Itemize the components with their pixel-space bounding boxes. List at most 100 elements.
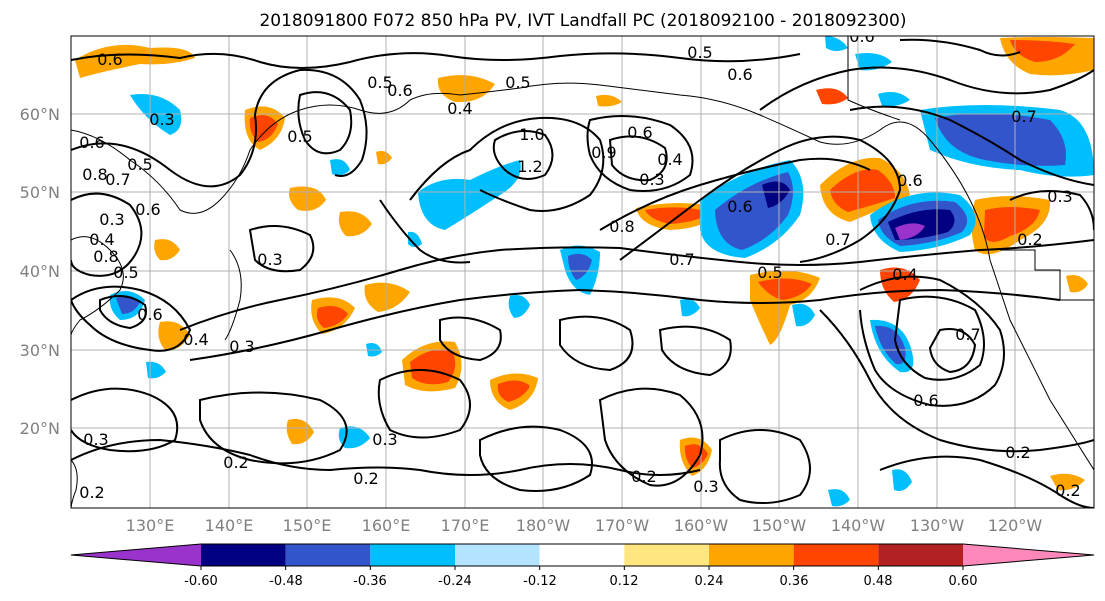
contour-label: 0.3 <box>639 170 664 189</box>
colorbar-tick-label: 0.48 <box>864 574 893 589</box>
negative-pv-region <box>892 469 912 491</box>
contour-label: 0.5 <box>757 263 782 282</box>
contour-label: 0.2 <box>353 469 378 488</box>
negative-pv-region <box>935 113 1066 166</box>
contour-label: 0.5 <box>367 73 392 92</box>
contour-label: 0.3 <box>257 250 282 269</box>
negative-pv-region <box>828 489 850 507</box>
contour-label: 0.3 <box>1047 187 1072 206</box>
colorbar-tick-label: -0.48 <box>269 574 303 589</box>
negative-pv-region <box>568 253 592 280</box>
map-frame <box>70 35 1095 509</box>
contour-label: 0.8 <box>82 165 107 184</box>
contour-label: 0.3 <box>149 110 174 129</box>
contour-label: 0.7 <box>669 250 694 269</box>
contour-label: 0.4 <box>447 99 472 118</box>
lon-label: 130°E <box>126 516 175 535</box>
contour-label: 0.6 <box>627 123 652 142</box>
contour-label: 0.5 <box>505 73 530 92</box>
contour-label: 0.3 <box>229 337 254 356</box>
colorbar-segment <box>539 544 625 566</box>
contour-label: 0.6 <box>913 391 938 410</box>
contour-label: 0.7 <box>825 230 850 249</box>
contour-label: 0.3 <box>99 210 124 229</box>
negative-pv-region <box>855 53 892 71</box>
map-panel: 0.6 0.3 0.6 0.8 0.5 0.7 0.4 0.8 0.6 0.5 … <box>70 35 1095 509</box>
contour-label: 0.5 <box>287 127 312 146</box>
latitude-axis: 60°N 50°N 40°N 30°N 20°N <box>20 105 60 438</box>
positive-pv-region <box>410 349 456 385</box>
contour-label: 0.3 <box>693 477 718 496</box>
negative-pv-region <box>330 159 350 176</box>
positive-pv-region <box>497 380 530 402</box>
colorbar-segment <box>793 544 879 566</box>
contour-label: 0.6 <box>97 50 122 69</box>
colorbar-tick-label: -0.24 <box>438 574 472 589</box>
contour-label: 0.3 <box>83 430 108 449</box>
negative-pv-region <box>875 325 906 365</box>
contour-label: 0.6 <box>135 200 160 219</box>
contour-label: 0.8 <box>93 247 118 266</box>
lon-label: 130°W <box>910 516 965 535</box>
contour-label: 1.0 <box>519 125 544 144</box>
positive-pv-region <box>816 88 848 105</box>
lon-label: 170°W <box>595 516 650 535</box>
contour-label: 1.2 <box>517 157 542 176</box>
positive-pv-region <box>249 115 278 142</box>
negative-pv-region <box>895 223 925 240</box>
negative-pv-region <box>762 181 790 208</box>
colorbar-tick-label: 0.12 <box>610 574 639 589</box>
colorbar-segment <box>71 544 201 566</box>
contour-label: 0.6 <box>137 305 162 324</box>
contour-label: 0.7 <box>105 170 130 189</box>
colorbar-segment <box>370 544 455 566</box>
colorbar-segment <box>201 544 286 566</box>
negative-pv-region <box>508 295 530 318</box>
contour-label: 0.5 <box>687 43 712 62</box>
lat-label: 30°N <box>20 341 60 360</box>
lat-label: 50°N <box>20 183 60 202</box>
contour-label: 0.2 <box>79 483 104 502</box>
positive-pv-region <box>437 75 495 103</box>
contour-label: 0.2 <box>1017 230 1042 249</box>
contour-label: 0.7 <box>1011 107 1036 126</box>
coastlines <box>71 36 1094 508</box>
colorbar-segment <box>709 544 794 566</box>
ivt-contours <box>71 38 1094 508</box>
positive-pv-region <box>1050 473 1085 491</box>
lat-label: 20°N <box>20 419 60 438</box>
positive-pv-region <box>364 282 410 312</box>
negative-pv-region <box>418 160 521 230</box>
lon-label: 160°E <box>362 516 411 535</box>
colorbar-segment <box>878 544 963 566</box>
contour-label: 0.4 <box>89 230 114 249</box>
colorbar-tick-label: 0.36 <box>780 574 809 589</box>
positive-pv-region <box>1066 275 1088 293</box>
contour-labels: 0.6 0.3 0.6 0.8 0.5 0.7 0.4 0.8 0.6 0.5 … <box>79 36 1080 502</box>
lat-label: 40°N <box>20 262 60 281</box>
lon-label: 120°W <box>988 516 1043 535</box>
contour-label: 0.7 <box>955 325 980 344</box>
colorbar-tick-label: -0.60 <box>184 574 218 589</box>
negative-pv-region <box>116 295 140 314</box>
contour-label: 0.6 <box>79 133 104 152</box>
positive-pv-region <box>758 278 812 300</box>
lon-label: 150°E <box>283 516 332 535</box>
positive-pv-region <box>830 169 895 212</box>
colorbar-segments <box>70 543 1095 570</box>
positive-pv-region <box>596 94 622 107</box>
negative-pv-region <box>408 231 422 247</box>
contour-label: 0.5 <box>113 263 138 282</box>
positive-pv-region <box>376 150 392 165</box>
lon-label: 140°W <box>831 516 886 535</box>
negative-pv-region <box>825 36 848 51</box>
positive-pv-region <box>984 207 1040 242</box>
colorbar-segment <box>285 544 371 566</box>
contour-label: 0.4 <box>657 150 682 169</box>
contour-label: 0.2 <box>223 453 248 472</box>
colorbar-tick-label: 0.24 <box>695 574 724 589</box>
positive-pv-region <box>1010 40 1075 62</box>
colorbar-tick-label: 0.60 <box>949 574 978 589</box>
colorbar-ticks: -0.60 -0.48 -0.36 -0.24 -0.12 0.12 0.24 … <box>184 574 977 589</box>
